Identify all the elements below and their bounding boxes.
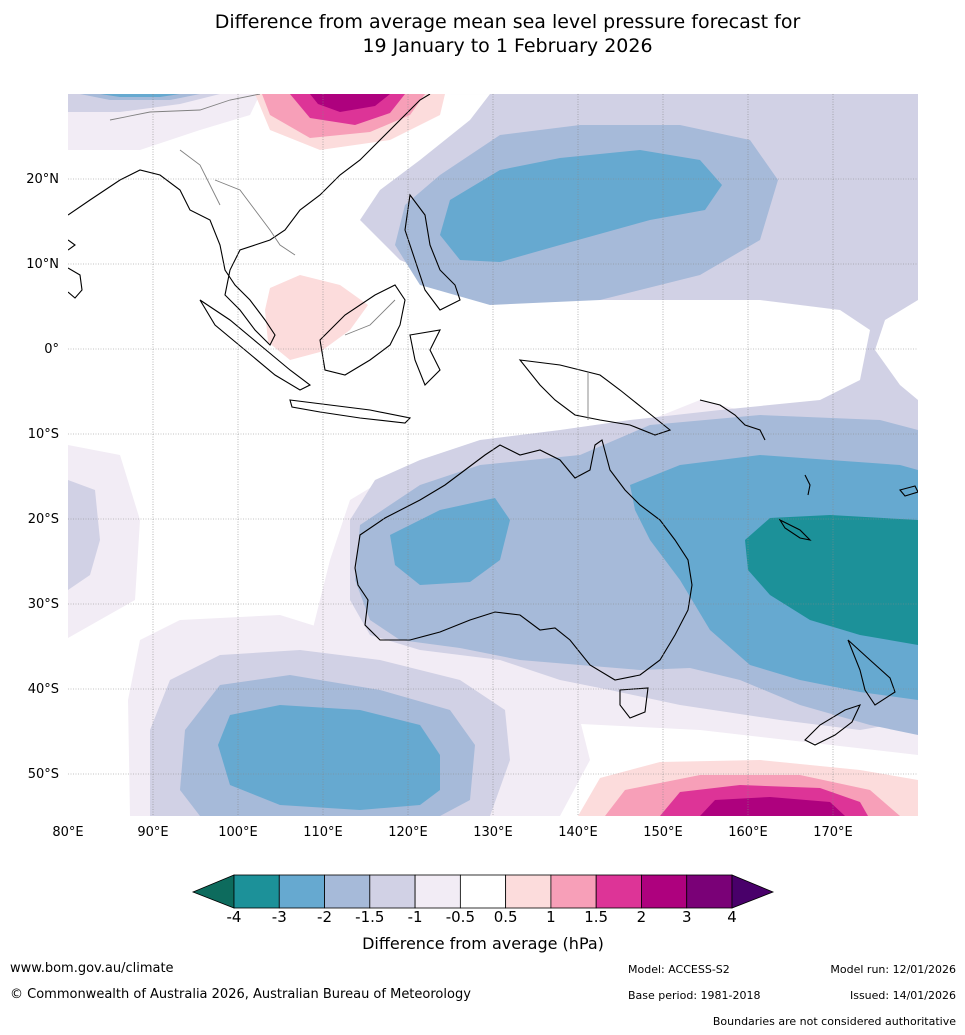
website-link[interactable]: www.bom.gov.au/climate — [10, 961, 174, 976]
china-border — [109, 94, 261, 121]
colorbar-tick-label: 3 — [682, 908, 692, 926]
tasmania-coastline — [619, 687, 649, 719]
lon-label: 150°E — [643, 825, 683, 840]
vanuatu-coastline — [804, 474, 811, 496]
colorbar-box — [233, 874, 280, 909]
borneo-coastline — [319, 284, 406, 376]
colorbar-tick-label: 2 — [637, 908, 647, 926]
new-zealand-south-coastline — [804, 704, 862, 746]
lon-label: 100°E — [218, 825, 258, 840]
colorbar-tick-label: -2 — [317, 908, 332, 926]
colorbar-boxes — [233, 874, 733, 909]
colorbar-tick-label: -1 — [408, 908, 423, 926]
colorbar-tick-label: 1.5 — [584, 908, 608, 926]
chart-title-line1: Difference from average mean sea level p… — [214, 11, 801, 33]
country-borders — [109, 94, 589, 420]
colorbar-box — [505, 874, 552, 909]
colorbar-tick-label: -3 — [272, 908, 287, 926]
longitude-labels: 80°E 90°E 100°E 110°E 120°E 130°E 140°E … — [52, 825, 852, 840]
colorbar-box — [641, 874, 688, 909]
colorbar-high-extension — [731, 874, 775, 909]
contour-aus-west-minus2 — [390, 498, 510, 585]
lat-label: 20°N — [26, 172, 59, 187]
new-guinea-coastline — [518, 359, 672, 436]
coastlines — [68, 94, 918, 746]
colorbar-tick-label: -4 — [227, 908, 242, 926]
sumatra-coastline — [199, 299, 312, 391]
copyright-text: © Commonwealth of Australia 2026, Austra… — [10, 987, 471, 1002]
colorbar-box — [324, 874, 371, 909]
sulawesi-coastline — [409, 329, 441, 386]
asia-coastline — [68, 94, 431, 346]
contour-wio-minus1 — [68, 480, 100, 590]
lon-label: 120°E — [388, 825, 428, 840]
contour-north-2 — [310, 94, 390, 112]
colorbar-box — [686, 874, 733, 909]
chart-title-line2: 19 January to 1 February 2026 — [362, 35, 653, 57]
contour-pacific-minus2 — [440, 150, 722, 262]
lon-label: 110°E — [303, 825, 343, 840]
colorbar-ticks: -4 -3 -2 -1.5 -1 -0.5 0.5 1 1.5 2 3 4 — [227, 908, 737, 926]
base-period: Base period: 1981-2018 — [628, 989, 761, 1002]
model-run: Model run: 12/01/2026 — [830, 963, 956, 976]
map-area — [68, 94, 918, 816]
colorbar: -4 -3 -2 -1.5 -1 -0.5 0.5 1 1.5 2 3 4 Difference fr… — [191, 874, 775, 953]
colorbar-tick-label: 4 — [727, 908, 737, 926]
contour-tasman-minus3 — [745, 515, 918, 645]
colorbar-box — [550, 874, 597, 909]
colorbar-box — [459, 874, 507, 909]
borneo-border — [344, 299, 396, 336]
colorbar-box — [369, 874, 416, 909]
colorbar-tick-label: -1.5 — [355, 908, 384, 926]
australia-coastline — [354, 439, 693, 681]
lat-label: 10°S — [28, 427, 59, 442]
lon-label: 80°E — [52, 825, 83, 840]
lon-label: 130°E — [473, 825, 513, 840]
colorbar-tick-label: -0.5 — [446, 908, 475, 926]
boundaries-disclaimer: Boundaries are not considered authoritat… — [712, 1015, 956, 1028]
colorbar-box — [595, 874, 642, 909]
philippines-coastline — [404, 193, 461, 311]
lat-label: 10°N — [26, 257, 59, 272]
lat-label: 50°S — [28, 767, 59, 782]
contour-nw-minus2 — [100, 94, 180, 97]
myanmar-border — [179, 149, 221, 206]
contour-maritime-0p5 — [265, 275, 368, 360]
graticule — [68, 94, 918, 816]
colorbar-box — [278, 874, 325, 909]
indochina-border — [214, 179, 296, 256]
colorbar-tick-label: 0.5 — [494, 908, 518, 926]
colorbar-label: Difference from average (hPa) — [362, 934, 604, 953]
new-zealand-north-coastline — [847, 639, 896, 706]
colorbar-tick-label: 1 — [546, 908, 556, 926]
colorbar-box — [414, 874, 461, 909]
solomon-islands-coastline — [699, 399, 766, 441]
fiji-coastline — [899, 485, 918, 497]
lat-label: 0° — [44, 342, 59, 357]
sri-lanka-coastline — [68, 267, 83, 299]
lat-label: 40°S — [28, 682, 59, 697]
issued-date: Issued: 14/01/2026 — [849, 989, 956, 1002]
model-name: Model: ACCESS-S2 — [628, 963, 730, 976]
lon-label: 90°E — [137, 825, 168, 840]
contour-south-2 — [700, 797, 845, 816]
contour-sio-minus2 — [218, 705, 440, 810]
colorbar-low-extension — [191, 874, 235, 909]
lon-label: 160°E — [728, 825, 768, 840]
lat-label: 20°S — [28, 512, 59, 527]
lon-label: 170°E — [813, 825, 853, 840]
lon-label: 140°E — [558, 825, 598, 840]
latitude-labels: 20°N 10°N 0° 10°S 20°S 30°S 40°S 50°S — [26, 172, 59, 782]
new-caledonia-coastline — [778, 518, 812, 541]
java-coastline — [289, 399, 412, 424]
india-tip-coastline — [68, 239, 76, 251]
lat-label: 30°S — [28, 597, 59, 612]
